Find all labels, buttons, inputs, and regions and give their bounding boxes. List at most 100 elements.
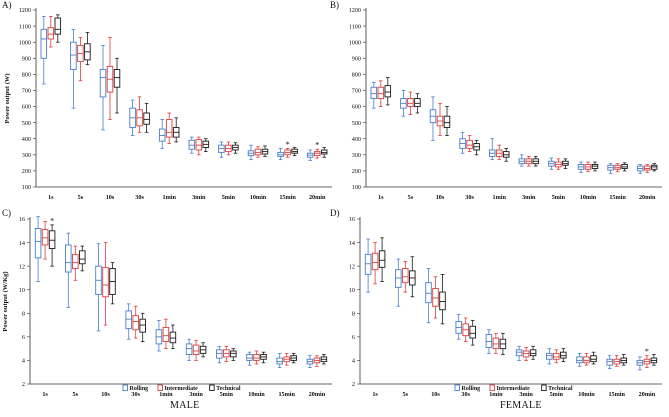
male-caption: MALE bbox=[170, 400, 200, 411]
box-technical bbox=[591, 161, 599, 172]
box-technical bbox=[532, 156, 540, 167]
box-iqr bbox=[65, 244, 72, 273]
box-rolling bbox=[485, 329, 493, 354]
box-intermediate bbox=[407, 91, 414, 115]
legend-swatch-intermediate bbox=[489, 384, 495, 391]
x-tick-label: 30s bbox=[465, 194, 474, 201]
x-tick-label: 10min bbox=[248, 391, 265, 398]
box-technical bbox=[414, 93, 421, 114]
x-tick-label: 1min bbox=[162, 194, 176, 201]
box-technical bbox=[230, 348, 237, 361]
x-tick-label: 15min bbox=[608, 391, 625, 398]
x-tick-label: 10s bbox=[436, 194, 445, 201]
y-tick-label: 900 bbox=[352, 55, 361, 62]
legend-label-intermediate: Intermediate bbox=[164, 386, 198, 392]
y-tick-label: 1200 bbox=[349, 7, 361, 14]
x-tick-label: 20min bbox=[639, 194, 656, 201]
box-technical bbox=[620, 354, 627, 366]
box-iqr bbox=[34, 227, 42, 259]
female-caption: FEMALE bbox=[500, 400, 542, 411]
box-rolling bbox=[455, 314, 462, 340]
box-intermediate bbox=[313, 148, 321, 159]
y-tick-label: 400 bbox=[22, 136, 31, 143]
box-rolling bbox=[636, 356, 644, 371]
box-rolling bbox=[488, 138, 496, 161]
box-intermediate bbox=[102, 242, 109, 326]
box-technical bbox=[202, 138, 210, 153]
box-rolling bbox=[155, 319, 163, 352]
box-iqr bbox=[132, 315, 139, 331]
y-tick-label: 1000 bbox=[19, 39, 31, 46]
x-tick-label: 1s bbox=[48, 194, 54, 201]
box-rolling bbox=[576, 352, 583, 367]
y-tick-label: 8 bbox=[22, 310, 25, 317]
box-iqr bbox=[169, 331, 177, 344]
box-iqr bbox=[492, 337, 500, 350]
y-tick-label: 700 bbox=[22, 88, 31, 95]
box-technical bbox=[139, 312, 146, 342]
legend-swatch-rolling bbox=[122, 384, 128, 391]
box-rolling bbox=[429, 96, 437, 141]
box-intermediate bbox=[613, 355, 620, 367]
legend-swatch-intermediate bbox=[157, 384, 163, 391]
box-technical bbox=[172, 117, 180, 143]
legend-swatch-rolling bbox=[454, 384, 460, 391]
box-technical bbox=[560, 348, 567, 363]
panel-b: B) 100 200 300 400 500 600 700 800 900 1000 1100 120… bbox=[330, 0, 662, 201]
panel-label: A) bbox=[2, 0, 12, 10]
x-tick-label: 10s bbox=[106, 194, 115, 201]
box-technical bbox=[84, 32, 91, 66]
box-rolling bbox=[636, 164, 644, 174]
x-tick-label: 30s bbox=[135, 194, 144, 201]
box-rolling bbox=[459, 131, 466, 154]
box-intermediate bbox=[553, 349, 560, 364]
x-tick-label: 10s bbox=[431, 391, 440, 398]
legend: Rolling Intermediate Technical bbox=[122, 384, 241, 392]
box-rolling bbox=[95, 243, 102, 332]
x-tick-label: 20min bbox=[309, 194, 326, 201]
box-iqr bbox=[606, 358, 613, 366]
panel-label: C) bbox=[2, 208, 11, 218]
y-tick-label: 14 bbox=[19, 240, 25, 247]
box-rolling bbox=[306, 149, 314, 161]
box-intermediate bbox=[254, 146, 262, 158]
box-technical bbox=[590, 351, 597, 365]
box-iqr bbox=[522, 350, 530, 358]
box-rolling bbox=[276, 352, 283, 368]
box-iqr bbox=[560, 351, 567, 359]
x-tick-label: 5min bbox=[550, 391, 564, 398]
box-intermediate bbox=[225, 141, 232, 156]
y-tick-label: 12 bbox=[19, 263, 25, 270]
box-intermediate bbox=[223, 345, 230, 363]
box-intermediate bbox=[371, 242, 379, 285]
box-iqr bbox=[125, 310, 132, 330]
box-rolling bbox=[425, 268, 432, 324]
box-technical bbox=[650, 163, 658, 172]
y-tick-label: 10 bbox=[19, 287, 25, 294]
box-iqr bbox=[48, 230, 56, 249]
box-iqr bbox=[276, 357, 283, 365]
legend: Rolling Intermediate Technical bbox=[454, 384, 573, 392]
box-rolling bbox=[277, 147, 284, 161]
box-intermediate bbox=[583, 352, 590, 366]
panel-label: D) bbox=[330, 208, 340, 218]
legend-label-intermediate: Intermediate bbox=[496, 386, 530, 392]
y-tick-label: 800 bbox=[22, 72, 31, 79]
box-rolling bbox=[185, 338, 193, 361]
box-iqr bbox=[102, 266, 109, 298]
box-iqr bbox=[230, 350, 237, 358]
box-intermediate bbox=[402, 261, 409, 293]
y-tick-label: 2 bbox=[22, 381, 25, 388]
legend-swatch-technical bbox=[209, 384, 215, 391]
panel-d: D) 2 4 6 8 10 12 14 16 1s 5s 10s 30s 1min 3min 5min 10mi… bbox=[330, 208, 662, 398]
box-rolling bbox=[370, 82, 378, 109]
box-intermediate bbox=[313, 355, 321, 367]
box-intermediate bbox=[436, 102, 444, 136]
box-technical bbox=[232, 142, 239, 154]
legend-label-rolling: Rolling bbox=[130, 386, 149, 392]
box-iqr bbox=[162, 326, 170, 343]
box-rolling bbox=[606, 355, 613, 370]
box-rolling bbox=[125, 303, 132, 340]
box-iqr bbox=[165, 118, 173, 138]
